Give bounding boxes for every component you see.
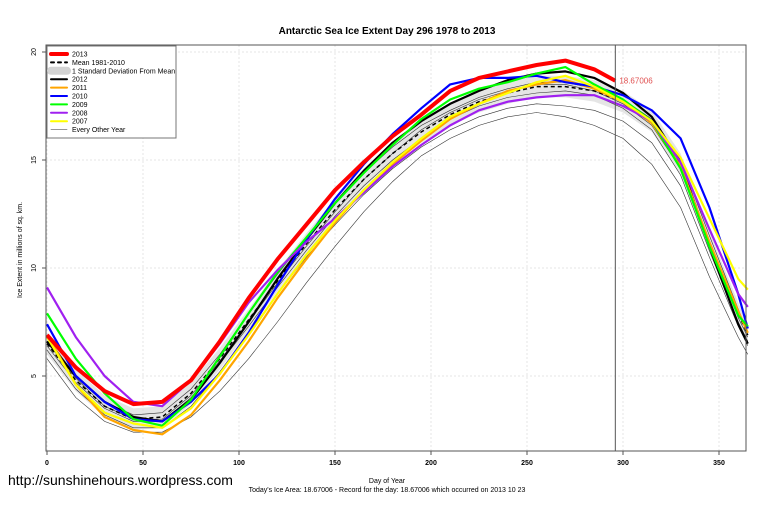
axis-ticks: 0 50 100 150 200 250 300 350 5 10 15 20	[31, 48, 725, 467]
legend-label: 2012	[72, 77, 88, 84]
y-axis-label: Ice Extent in millions of sq. km.	[17, 202, 24, 298]
subtitle: Today's Ice Area: 18.67006 - Record for …	[249, 487, 526, 494]
series-line-2010	[46, 74, 749, 423]
legend-label: 2009	[72, 102, 88, 109]
sd-band-area	[47, 75, 748, 430]
other-year-line	[46, 112, 749, 433]
x-tick-label: 250	[521, 460, 533, 467]
sd-band	[47, 75, 748, 430]
x-axis-label: Day of Year	[369, 478, 406, 485]
x-tick-label: 150	[329, 460, 341, 467]
series-line-2007	[46, 74, 749, 429]
current-value-label: 18.67006	[619, 77, 653, 86]
y-tick-label: 5	[31, 374, 38, 378]
watermark-url: http://sunshinehours.wordpress.com	[8, 472, 233, 488]
legend-label: 2008	[72, 110, 88, 117]
x-tick-label: 350	[713, 460, 725, 467]
x-tick-label: 200	[425, 460, 437, 467]
chart-title: Antarctic Sea Ice Extent Day 296 1978 to…	[279, 26, 496, 37]
x-tick-label: 100	[233, 460, 245, 467]
other-year-line	[46, 81, 749, 416]
legend-label: 1 Standard Deviation From Mean	[72, 68, 175, 75]
legend-label: 2011	[72, 85, 87, 92]
series-line-2013	[45, 58, 617, 407]
y-tick-label: 10	[31, 264, 38, 272]
legend-label: 2007	[72, 119, 88, 126]
x-tick-label: 0	[45, 460, 49, 467]
legend-label: 2013	[72, 52, 88, 59]
legend-label: Every Other Year	[72, 127, 126, 134]
plot-frame	[45, 44, 747, 452]
x-tick-label: 50	[139, 460, 147, 467]
legend-label: 2010	[72, 94, 88, 101]
y-tick-label: 15	[31, 156, 38, 164]
other-year-line	[46, 84, 749, 420]
legend-label: Mean 1981-2010	[72, 60, 125, 67]
legend-box	[46, 45, 177, 139]
x-tick-label: 300	[617, 460, 629, 467]
y-tick-label: 20	[31, 48, 38, 56]
series-lines	[45, 58, 749, 436]
